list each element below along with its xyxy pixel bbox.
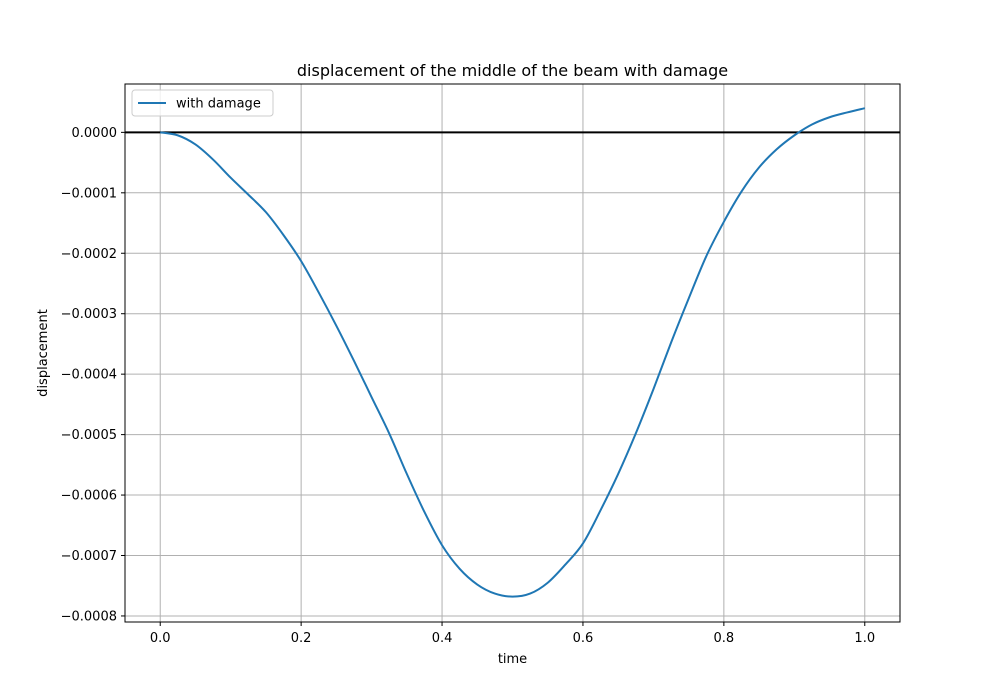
series-line-with-damage [160,107,866,598]
y-tick-label: −0.0007 [61,549,117,564]
x-tick-label: 0.0 [150,631,171,646]
y-tick-label: −0.0004 [61,368,117,383]
y-tick-label: −0.0008 [61,609,117,624]
y-tick-label: −0.0001 [61,186,117,201]
series-layer [125,107,900,598]
plot-frame [124,83,901,623]
chart-title: displacement of the middle of the beam w… [297,61,728,80]
x-tick-label: 1.0 [854,631,875,646]
y-tick-label: −0.0006 [61,489,117,504]
legend: with damage [131,89,274,117]
x-axis-label: time [498,652,527,667]
y-tick-label: −0.0003 [61,307,117,322]
y-axis-label: displacement [36,309,51,397]
legend-box [131,89,274,117]
y-axis-ticks: 0.0000 −0.0001 −0.0002 −0.0003 −0.0004 −0.000… [61,126,125,624]
x-tick-label: 0.6 [573,631,594,646]
x-tick-label: 0.2 [291,631,312,646]
legend-label: with damage [176,97,261,112]
x-tick-label: 0.4 [432,631,453,646]
y-tick-label: −0.0002 [61,247,117,262]
y-tick-label: 0.0000 [72,126,118,141]
x-axis-ticks: 0.0 0.2 0.4 0.6 0.8 1.0 [150,622,875,646]
x-tick-label: 0.8 [714,631,735,646]
grid-lines [125,84,900,622]
y-tick-label: −0.0005 [61,428,117,443]
